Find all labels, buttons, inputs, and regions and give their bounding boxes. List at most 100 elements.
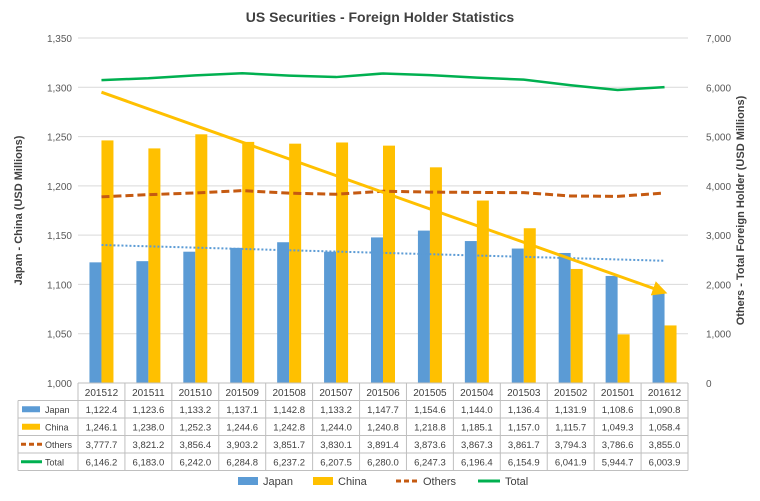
- y-tick-label: 1,250: [47, 133, 72, 144]
- china-bar: [101, 140, 114, 383]
- data-label: 1,049.3: [602, 422, 634, 433]
- japan-legend-key: [238, 477, 258, 485]
- japan-bar: [558, 252, 571, 383]
- china-row-label: China: [45, 422, 69, 432]
- data-label: 6,183.0: [133, 457, 165, 468]
- data-label: 6,207.5: [320, 457, 352, 468]
- y-tick-label: 1,350: [47, 34, 72, 45]
- y2-tick-label: 1,000: [706, 330, 731, 341]
- japan-bar: [417, 230, 430, 383]
- data-label: 1,108.6: [602, 405, 634, 416]
- data-label: 1,185.1: [461, 422, 493, 433]
- china-bar: [195, 134, 208, 383]
- japan-bar: [464, 241, 477, 383]
- y-tick-label: 1,000: [47, 379, 72, 390]
- y2-tick-label: 0: [706, 379, 712, 390]
- japan-row-label: Japan: [45, 405, 70, 415]
- japan-bar: [511, 248, 524, 383]
- data-label: 1,144.0: [461, 405, 493, 416]
- others-row-label: Others: [45, 440, 73, 450]
- data-label: 1,131.9: [555, 405, 587, 416]
- data-label: 1,246.1: [86, 422, 118, 433]
- y-tick-label: 1,100: [47, 280, 72, 291]
- data-label: 1,115.7: [555, 422, 586, 433]
- data-label: 1,058.4: [649, 422, 681, 433]
- x-tick-label: 201502: [554, 388, 588, 399]
- japan-bar: [605, 275, 618, 383]
- japan-bar: [324, 251, 337, 383]
- total-row-label: Total: [45, 457, 64, 467]
- data-label: 1,157.0: [508, 422, 540, 433]
- japan-bar: [183, 251, 196, 383]
- china-bar: [664, 325, 677, 383]
- x-tick-label: 201612: [648, 388, 682, 399]
- data-label: 1,123.6: [133, 405, 165, 416]
- china-bar: [476, 200, 489, 383]
- japan-legend-label: Japan: [263, 476, 293, 488]
- y-tick-label: 1,050: [47, 330, 72, 341]
- data-label: 1,122.4: [86, 405, 118, 416]
- x-tick-label: 201503: [507, 388, 541, 399]
- y2-tick-label: 2,000: [706, 280, 731, 291]
- china-bar: [289, 143, 302, 383]
- y-axis-label: Japan - China (USD Millions): [13, 135, 25, 285]
- y2-axis-label: Others - Total Foreign Holder (USD Milli…: [735, 95, 747, 325]
- total-legend-label: Total: [505, 476, 528, 488]
- data-label: 6,242.0: [179, 457, 211, 468]
- japan-bar: [652, 293, 665, 383]
- data-label: 1,244.6: [226, 422, 258, 433]
- data-label: 1,154.6: [414, 405, 446, 416]
- china-legend-label: China: [338, 476, 368, 488]
- data-label: 1,242.8: [273, 422, 305, 433]
- data-label: 1,238.0: [133, 422, 165, 433]
- data-label: 3,777.7: [86, 440, 118, 451]
- x-tick-label: 201504: [460, 388, 494, 399]
- x-tick-label: 201512: [85, 388, 119, 399]
- data-table: 201512 201511 201510 201509 201508 201507 2015…: [17, 382, 689, 471]
- data-label: 6,041.9: [555, 457, 587, 468]
- y2-tick-label: 5,000: [706, 133, 731, 144]
- x-tick-label: 201510: [179, 388, 213, 399]
- japan-bar: [136, 261, 149, 383]
- data-label: 1,147.7: [367, 405, 399, 416]
- data-label: 3,891.4: [367, 440, 399, 451]
- data-label: 1,090.8: [649, 405, 681, 416]
- x-tick-label: 201509: [226, 388, 260, 399]
- data-label: 5,944.7: [602, 457, 634, 468]
- japan-bar: [371, 237, 383, 383]
- x-tick-label: 201508: [272, 388, 306, 399]
- y2-tick-label: 6,000: [706, 83, 731, 94]
- y2-tick-label: 3,000: [706, 231, 731, 242]
- data-label: 6,280.0: [367, 457, 399, 468]
- data-label: 3,830.1: [320, 440, 352, 451]
- data-label: 3,873.6: [414, 440, 446, 451]
- china-bar: [617, 334, 630, 383]
- bars: [89, 134, 677, 383]
- x-tick-label: 201511: [132, 388, 165, 399]
- japan-table-key: [22, 406, 40, 413]
- data-label: 1,137.1: [226, 405, 258, 416]
- china-bar: [336, 142, 349, 383]
- china-table-key: [22, 423, 40, 430]
- data-label: 6,003.9: [649, 457, 681, 468]
- data-label: 3,855.0: [649, 440, 681, 451]
- y-axis-ticks: 1,000 1,050 1,100 1,150 1,200 1,250 1,300 1,350: [47, 34, 72, 390]
- x-tick-label: 201507: [319, 388, 353, 399]
- data-label: 3,794.3: [555, 440, 587, 451]
- data-label: 6,154.9: [508, 457, 540, 468]
- china-legend-key: [313, 477, 333, 485]
- data-label: 3,821.2: [133, 440, 165, 451]
- data-label: 6,284.8: [226, 457, 258, 468]
- china-bar: [429, 167, 442, 383]
- data-label: 1,136.4: [508, 405, 540, 416]
- data-label: 1,252.3: [179, 422, 211, 433]
- china-bar: [148, 148, 161, 383]
- data-label: 1,142.8: [273, 405, 305, 416]
- data-label: 3,851.7: [273, 440, 305, 451]
- china-bar: [523, 228, 536, 383]
- trendlines: [100, 90, 668, 296]
- japan-bar: [277, 242, 290, 383]
- x-tick-label: 201501: [601, 388, 635, 399]
- others-legend-label: Others: [423, 476, 457, 488]
